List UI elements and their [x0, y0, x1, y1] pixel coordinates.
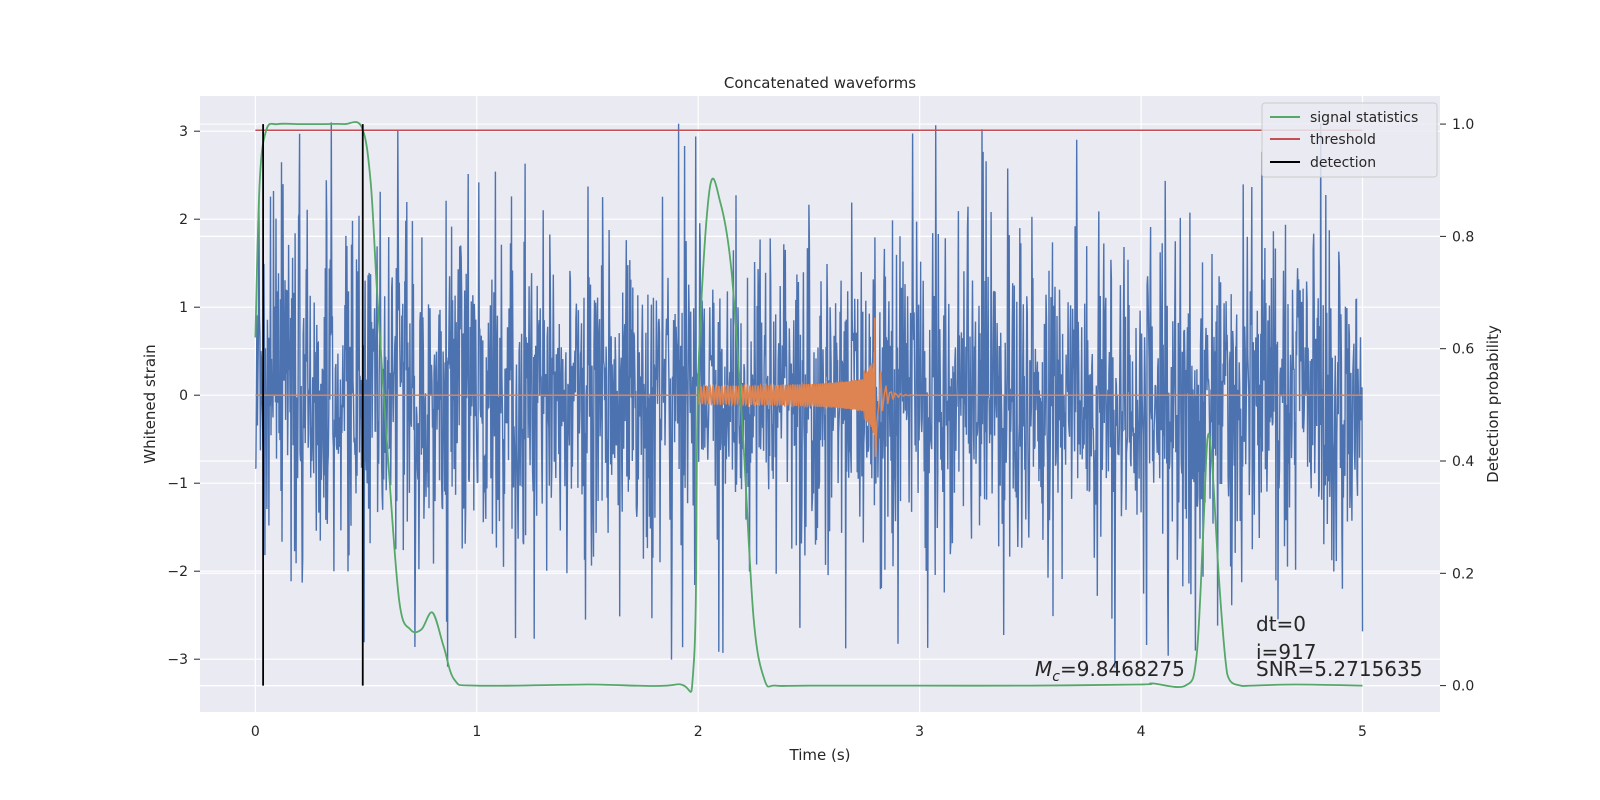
annotation-mc-symbol: M	[1035, 657, 1052, 681]
legend-box	[1261, 102, 1438, 178]
annotation-snr: SNR=5.2715635	[1256, 657, 1422, 681]
series-signal-statistics	[254, 121, 1363, 693]
y-tick-label: −3	[167, 652, 188, 668]
legend-label-detection: detection	[1310, 155, 1376, 171]
series-whitened-noise	[254, 122, 1364, 668]
legend: signal statistics threshold detection	[1261, 102, 1438, 178]
y-tick-label: −1	[167, 476, 188, 492]
y2-tick-label: 0.6	[1452, 342, 1474, 358]
plot-area	[254, 121, 1364, 693]
y-tick-label: 3	[179, 124, 188, 140]
annotation-i: i=917	[1256, 640, 1317, 664]
x-tick-label: 4	[1137, 724, 1146, 740]
x-tick-label: 0	[251, 724, 260, 740]
x-tick-label: 2	[694, 724, 703, 740]
y2-tick-label: 1.0	[1452, 117, 1474, 133]
y2-tick-label: 0.0	[1452, 679, 1474, 695]
y-axis-label: Whitened strain	[141, 344, 159, 463]
chart-title: Concatenated waveforms	[724, 74, 916, 92]
legend-label-threshold: threshold	[1310, 132, 1376, 148]
ticks: 0 1 2 3 4 5 −3 −2 −1 0 1 2 3 0.0 0.2 0.4 0.6 0.8 1.0	[167, 117, 1474, 740]
y2-axis-label: Detection probability	[1484, 325, 1502, 483]
y-tick-label: 0	[179, 388, 188, 404]
series-injected-chirp	[255, 317, 1363, 457]
y-tick-label: 2	[179, 212, 188, 228]
y2-tick-label: 0.8	[1452, 229, 1474, 245]
x-tick-label: 1	[472, 724, 481, 740]
y2-tick-label: 0.2	[1452, 566, 1474, 582]
annotation-mc-value: =9.8468275	[1060, 657, 1185, 681]
annotation-mc: Mc=9.8468275	[1035, 657, 1185, 685]
y-tick-label: 1	[179, 300, 188, 316]
y-tick-label: −2	[167, 564, 188, 580]
x-tick-label: 3	[915, 724, 924, 740]
annotation-mc-sub: c	[1052, 669, 1060, 685]
legend-label-statistics: signal statistics	[1310, 110, 1418, 126]
y2-tick-label: 0.4	[1452, 454, 1474, 470]
x-axis-label: Time (s)	[789, 746, 851, 764]
x-tick-label: 5	[1358, 724, 1367, 740]
annotation-dt: dt=0	[1256, 612, 1306, 636]
